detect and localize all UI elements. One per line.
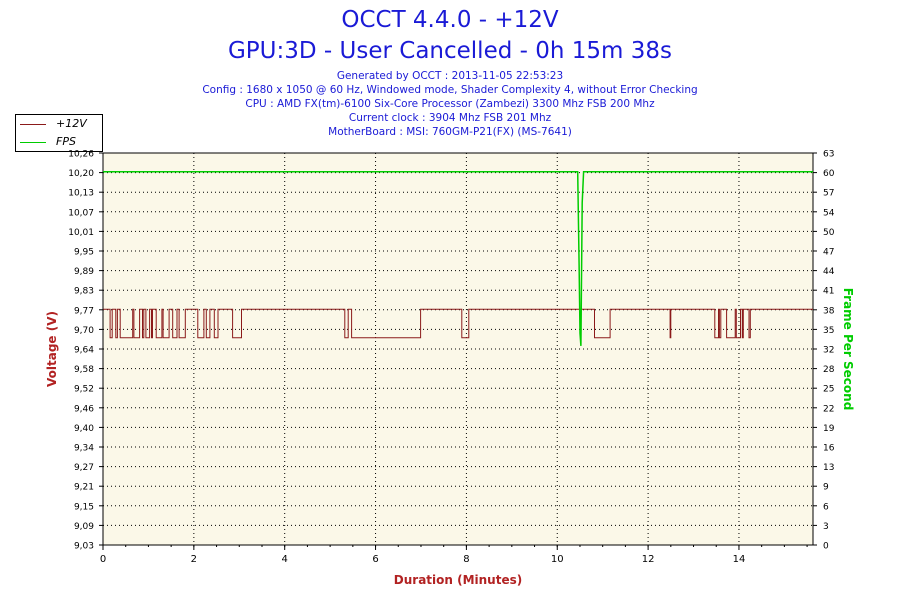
y-tick-label-right: 28 [823, 365, 835, 375]
y-tick-label-left: 9,83 [74, 287, 94, 297]
legend-swatch-fps [20, 142, 46, 143]
y-tick-label-right: 41 [823, 287, 834, 297]
y-tick-label-right: 35 [823, 326, 834, 336]
y-tick-label-right: 60 [823, 169, 835, 179]
legend-item-voltage: +12V [16, 116, 102, 132]
y-tick-label-right: 38 [823, 306, 835, 316]
y-tick-label-left: 9,70 [74, 326, 94, 336]
plot-area [103, 153, 813, 545]
info-cpu: CPU : AMD FX(tm)-6100 Six-Core Processor… [245, 98, 655, 110]
y-tick-label-left: 9,95 [74, 248, 94, 258]
y-tick-label-left: 9,15 [74, 502, 94, 512]
x-tick-label: 0 [100, 554, 106, 565]
x-axis-label: Duration (Minutes) [394, 573, 522, 587]
y-tick-label-left: 9,46 [74, 404, 94, 414]
y-tick-label-left: 10,26 [68, 150, 94, 160]
y-axis-label-left: Voltage (V) [45, 311, 59, 387]
y-tick-label-left: 9,58 [74, 365, 94, 375]
y-tick-label-left: 9,27 [74, 463, 94, 473]
y-tick-label-left: 9,40 [74, 424, 94, 434]
y-tick-label-right: 3 [823, 522, 829, 532]
chart-title: OCCT 4.4.0 - +12V [341, 7, 559, 33]
y-tick-label-left: 10,01 [68, 228, 94, 238]
x-tick-label: 2 [191, 554, 197, 565]
info-config: Config : 1680 x 1050 @ 60 Hz, Windowed m… [202, 84, 698, 96]
y-tick-label-right: 63 [823, 150, 834, 160]
series-voltage-line [103, 308, 813, 339]
info-clock: Current clock : 3904 Mhz FSB 201 Mhz [348, 112, 552, 124]
y-tick-label-right: 22 [823, 404, 834, 414]
y-tick-label-right: 44 [823, 267, 835, 277]
y-tick-label-left: 9,52 [74, 385, 94, 395]
y-tick-label-left: 10,20 [68, 169, 94, 179]
y-tick-label-right: 9 [823, 483, 829, 493]
y-tick-label-left: 10,07 [68, 208, 94, 218]
chart-subtitle: GPU:3D - User Cancelled - 0h 15m 38s [227, 38, 672, 64]
y-tick-label-left: 9,21 [74, 483, 94, 493]
y-tick-label-right: 0 [823, 542, 829, 552]
y-axis-label-right: Frame Per Second [841, 288, 855, 411]
x-tick-label: 4 [282, 554, 288, 565]
y-tick-label-left: 9,89 [74, 267, 94, 277]
y-tick-label-right: 13 [823, 463, 834, 473]
y-tick-label-left: 10,13 [68, 189, 94, 199]
legend: +12V FPS [15, 114, 103, 152]
x-tick-label: 12 [642, 554, 655, 565]
x-tick-label: 8 [463, 554, 469, 565]
y-tick-label-left: 9,77 [74, 306, 94, 316]
y-tick-label-right: 16 [823, 444, 835, 454]
plot-frame [102, 152, 814, 546]
y-tick-label-right: 54 [823, 208, 835, 218]
info-generated: Generated by OCCT : 2013-11-05 22:53:23 [336, 70, 564, 82]
x-tick-label: 10 [551, 554, 564, 565]
y-tick-label-left: 9,03 [74, 542, 94, 552]
y-tick-label-right: 47 [823, 248, 834, 258]
info-motherboard: MotherBoard : MSI: 760GM-P21(FX) (MS-764… [328, 126, 572, 138]
y-tick-label-left: 9,34 [74, 444, 94, 454]
series-fps-line [103, 170, 813, 346]
y-tick-label-right: 19 [823, 424, 835, 434]
y-tick-label-left: 9,64 [74, 346, 94, 356]
legend-item-fps: FPS [16, 134, 102, 150]
x-tick-label: 14 [733, 554, 746, 565]
legend-label-voltage: +12V [56, 117, 87, 130]
y-tick-label-right: 6 [823, 502, 829, 512]
x-tick-label: 6 [372, 554, 378, 565]
y-tick-label-right: 57 [823, 189, 834, 199]
y-tick-label-right: 50 [823, 228, 835, 238]
legend-label-fps: FPS [56, 135, 76, 148]
legend-swatch-voltage [20, 124, 46, 125]
y-tick-label-right: 25 [823, 385, 834, 395]
y-tick-label-left: 9,09 [74, 522, 94, 532]
y-tick-label-right: 32 [823, 346, 834, 356]
